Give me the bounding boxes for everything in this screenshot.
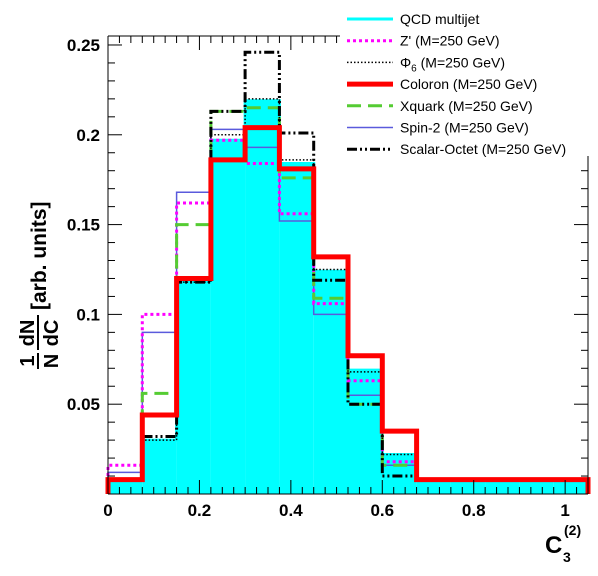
qcd-bar: [279, 163, 314, 494]
x-tick-label: 0.6: [370, 501, 394, 520]
qcd-bar: [519, 479, 554, 494]
qcd-bar: [142, 440, 177, 494]
y-axis-title-group: 1 N dN dC [arb. units]: [17, 202, 63, 369]
legend-label-spin-2-m-250-gev: Spin-2 (M=250 GeV): [400, 120, 529, 136]
y-title-units: [arb. units]: [28, 202, 51, 311]
x-tick-label: 0: [103, 501, 112, 520]
legend-label-qcd-multijet: QCD multijet: [400, 11, 479, 27]
qcd-bar: [245, 100, 280, 494]
qcd-bar: [450, 479, 486, 494]
y-tick-label: 0.2: [76, 126, 100, 145]
legend-label-scalar-octet-m-250-gev: Scalar-Octet (M=250 GeV): [400, 141, 566, 157]
x-title-sup: (2): [564, 522, 581, 538]
x-tick-label: 0.4: [279, 501, 303, 520]
y-tick-label: 0.25: [67, 36, 100, 55]
x-tick-label: 1: [560, 501, 569, 520]
series-lines-layer: [105, 50, 591, 494]
y-tick-label: 0.1: [76, 305, 100, 324]
qcd-bar: [313, 271, 348, 494]
qcd-bar: [210, 140, 246, 494]
x-tick-label: 0.8: [462, 501, 486, 520]
qcd-bar: [108, 479, 143, 494]
x-axis-title-group: C 3 (2): [545, 522, 581, 565]
qcd-bar: [348, 370, 383, 494]
y-title-frac-den: N: [41, 354, 63, 368]
legend-label-6-m-250-gev: Φ6 (M=250 GeV): [400, 54, 505, 74]
y-title-d-num: dN: [17, 320, 39, 347]
legend: QCD multijet Z' (M=250 GeV) Φ6 (M=250 GeV)…: [340, 6, 592, 157]
y-title-d-den: dC: [41, 320, 63, 347]
legend-label-coloron-m-250-gev: Coloron (M=250 GeV): [400, 76, 537, 92]
y-tick-label: 0.15: [67, 216, 100, 235]
x-title-sub: 3: [563, 549, 571, 565]
legend-label-z-m-250-gev: Z' (M=250 GeV): [400, 33, 500, 49]
x-tick-label: 0.2: [188, 501, 212, 520]
qcd-bar: [176, 282, 211, 494]
qcd-bar: [485, 479, 520, 494]
y-title-frac-num: 1: [17, 355, 39, 366]
qcd-bar: [416, 479, 451, 494]
legend-label-xquark-m-250-gev: Xquark (M=250 GeV): [400, 98, 533, 114]
y-tick-label: 0.05: [67, 395, 100, 414]
qcd-bar: [553, 479, 588, 494]
x-title-main: C: [545, 532, 562, 559]
legend-background: [340, 6, 592, 156]
series-line-coloron-m-250-gev: [105, 125, 591, 494]
